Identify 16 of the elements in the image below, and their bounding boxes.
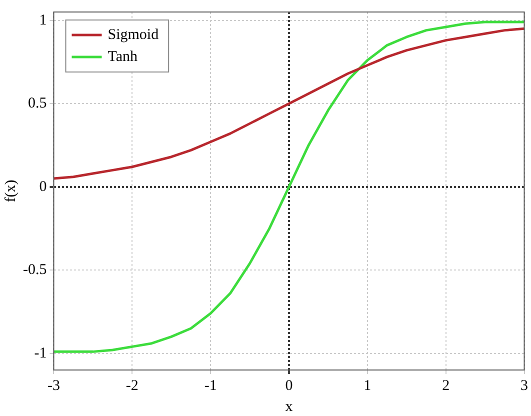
y-tick-label: 1 <box>39 12 47 28</box>
legend-label: Sigmoid <box>108 26 160 43</box>
y-tick-label: 0 <box>39 178 47 195</box>
x-tick-label: 2 <box>442 378 450 394</box>
y-tick-label: -0.5 <box>22 262 47 278</box>
x-axis-title: x <box>285 398 294 415</box>
y-tick-label: -1 <box>34 345 47 362</box>
y-tick-label: 0.5 <box>28 96 47 112</box>
x-tick-label: -1 <box>204 378 217 394</box>
x-tick-label: 1 <box>364 378 372 394</box>
x-tick-label: -2 <box>126 378 138 394</box>
y-axis-title: f(x) <box>2 180 19 202</box>
x-tick-label: -3 <box>47 378 60 394</box>
legend-label: Tanh <box>108 48 138 65</box>
x-tick-label: 3 <box>520 378 528 394</box>
x-tick-label: 0 <box>285 378 293 394</box>
